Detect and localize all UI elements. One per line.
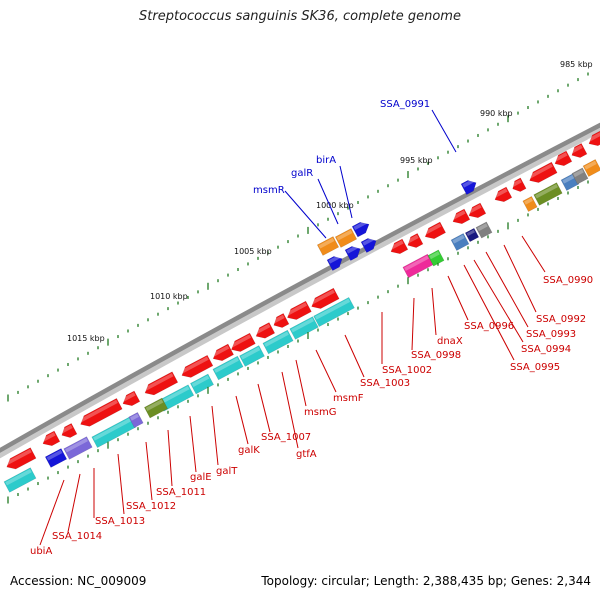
gene-red-1 [41,430,61,447]
gene-red-14 [406,233,424,248]
gene-label-ssa-0990: SSA_0990 [543,275,593,286]
gene-red-3 [79,398,123,427]
forward-genes [316,178,477,271]
backbone-shadow [0,125,600,459]
gene-label-ssa-0991: SSA_0991 [380,99,430,110]
gene-forward-blue-5 [460,178,477,195]
scale-label-1005: 1005 kbp [234,247,272,256]
reverse-label-lines [39,235,546,546]
gene-label-ssa-0996: SSA_0996 [464,321,514,332]
gene-label-ssa-0998: SSA_0998 [411,350,461,361]
gene-red-4 [121,390,141,407]
gene-navy-a [464,227,480,243]
scale-label-990: 990 kbp [480,109,513,118]
gene-label-bira: birA [316,155,336,166]
gene-red-18 [493,186,513,203]
gene-red-19 [511,177,527,192]
map-title: Streptococcus sanguinis SK36, complete g… [139,9,461,24]
gene-cyan-5 [239,345,265,367]
gene-cyan-3 [190,373,214,395]
gene-gray-b [571,167,589,185]
gene-label-msmg: msmG [304,407,336,418]
gene-red-16 [451,208,471,225]
scale-label-995: 995 kbp [400,156,433,165]
gene-green-a [427,249,445,267]
gene-forward-blue-1 [351,220,370,238]
reverse-cyan-genes [3,296,355,493]
gene-red-22 [570,143,588,158]
scale-label-1010: 1010 kbp [150,292,188,301]
gene-label-ssa-1003: SSA_1003 [360,378,410,389]
gene-blue-a [44,448,68,468]
gene-forward-blue-4 [360,236,377,253]
gene-label-galt: galT [216,466,238,477]
gene-red-11 [285,300,312,320]
gene-purple-a [63,436,93,460]
gene-label-msmr: msmR [253,185,285,196]
gene-steel-a [450,233,470,251]
gene-red-7 [211,343,234,361]
gene-label-ubia: ubiA [30,546,52,557]
gene-label-ssa-1011: SSA_1011 [156,487,206,498]
gene-cyan-6 [262,329,294,355]
gene-red-10 [272,313,290,328]
reverse-red-genes [5,130,600,470]
backbone [0,122,600,453]
gene-cyan-4 [212,355,244,381]
gene-orange-b [522,196,538,212]
gene-label-ssa-0994: SSA_0994 [521,344,571,355]
gene-olive-a [144,397,168,419]
gene-label-galr: galR [291,168,313,179]
other-genes [44,159,600,468]
gene-red-12 [310,287,340,309]
gene-gray-a [475,221,493,239]
gene-red-13 [389,238,409,255]
gene-orange-c [582,159,600,177]
gene-cyan-8 [313,296,355,328]
genome-summary-text: Topology: circular; Length: 2,388,435 bp… [261,574,591,588]
gene-olive-b [533,182,563,206]
gene-label-ssa-1002: SSA_1002 [382,365,432,376]
gene-forward-blue-3 [344,244,361,261]
gene-red-15 [423,221,446,239]
forward-label-lines [284,109,457,239]
gene-label-ssa-1012: SSA_1012 [126,501,176,512]
gene-red-23 [587,130,600,147]
gene-label-ssa-1013: SSA_1013 [95,516,145,527]
gene-forward-blue-2 [326,254,343,271]
gene-label-ssa-1014: SSA_1014 [52,531,102,542]
scale-label-985: 985 kbp [560,60,593,69]
gene-red-9 [254,322,276,339]
gene-red-20 [528,161,558,183]
gene-label-gtfa: gtfA [296,449,317,460]
gene-cyan-7 [289,316,319,340]
gene-label-dnax: dnaX [437,336,463,347]
gene-red-2 [60,423,78,438]
gene-red-0 [5,447,37,470]
gene-purple-b [128,412,144,428]
gene-cyan-1 [91,416,137,448]
gene-forward-orange-2 [334,228,358,248]
gene-red-17 [467,202,487,219]
gene-red-8 [229,332,256,352]
accession-text: Accession: NC_009009 [10,574,147,588]
gene-forward-orange-1 [316,236,340,256]
gene-label-ssa-0992: SSA_0992 [536,314,586,325]
gene-red-5 [143,371,179,396]
gene-label-msmf: msmF [333,393,364,404]
scale-label-1015: 1015 kbp [67,334,105,343]
gene-label-ssa-1007: SSA_1007 [261,432,311,443]
gene-label-gale: galE [190,472,212,483]
gene-red-6 [180,354,214,378]
gene-label-ssa-0995: SSA_0995 [510,362,560,373]
gene-red-21 [553,150,573,167]
gene-label-galk: galK [238,445,260,456]
scale-label-1000: 1000 kbp [316,201,354,210]
scale-ticks [7,72,589,504]
gene-cyan-0 [3,467,37,493]
gene-label-ssa-0993: SSA_0993 [526,329,576,340]
